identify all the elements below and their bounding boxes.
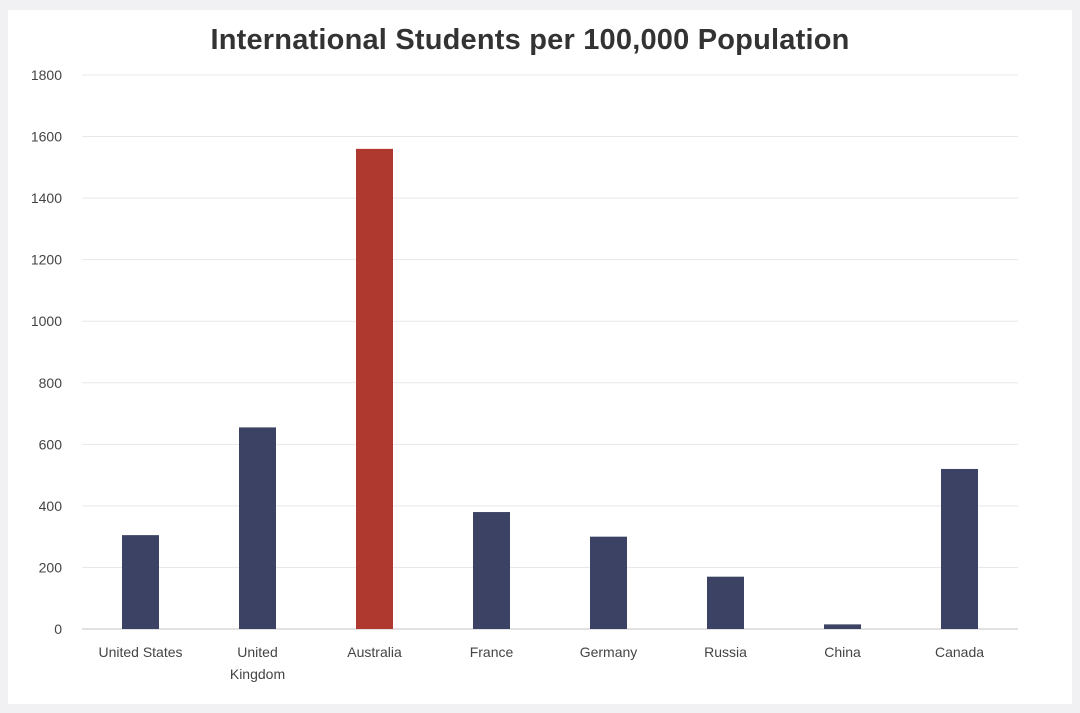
bars: [122, 148, 978, 629]
y-axis-ticks: 0 200 400 600 800 1000 1200 1400 1600 1800: [31, 67, 62, 637]
bar-united-states: [122, 535, 159, 629]
y-tick-label: 1800: [31, 67, 62, 83]
y-tick-label: 1200: [31, 252, 62, 268]
chart-frame: International Students per 100,000 Popul…: [8, 10, 1072, 704]
bar-canada: [941, 468, 978, 629]
x-axis-labels: United States United Kingdom Australia Franc…: [98, 644, 984, 682]
y-tick-label: 400: [39, 498, 63, 514]
bar-china: [824, 624, 861, 629]
y-tick-label: 200: [39, 559, 63, 575]
x-category-label: Australia: [347, 644, 402, 660]
x-category-label: Canada: [935, 644, 984, 660]
chart-title: International Students per 100,000 Popul…: [210, 24, 850, 56]
bar-france: [473, 512, 510, 629]
x-category-label: United Kingdom: [230, 644, 285, 682]
bar-germany: [590, 536, 627, 629]
gridlines: [82, 74, 1018, 630]
x-category-label: Russia: [704, 644, 747, 660]
bar-russia: [707, 576, 744, 629]
bar-united-kingdom: [239, 427, 276, 629]
bar-chart: 0 200 400 600 800 1000 1200 1400 1600 1800 United…: [31, 67, 1018, 682]
x-category-label: China: [824, 644, 861, 660]
x-category-label: United States: [98, 644, 182, 660]
bar-australia: [356, 148, 393, 629]
y-tick-label: 800: [39, 375, 63, 391]
x-category-label: France: [470, 644, 514, 660]
y-tick-label: 600: [39, 436, 63, 452]
y-tick-label: 1600: [31, 129, 62, 145]
x-category-label: Germany: [580, 644, 638, 660]
y-tick-label: 0: [54, 621, 62, 637]
y-tick-label: 1000: [31, 313, 62, 329]
y-tick-label: 1400: [31, 190, 62, 206]
